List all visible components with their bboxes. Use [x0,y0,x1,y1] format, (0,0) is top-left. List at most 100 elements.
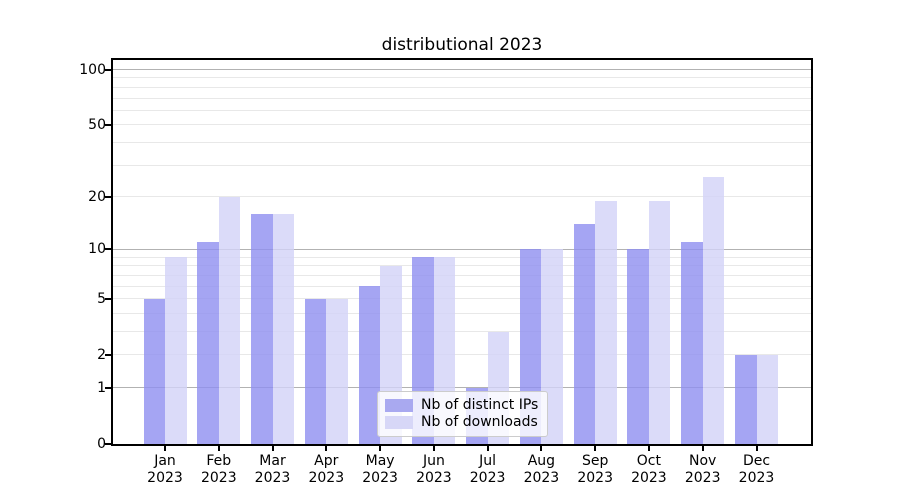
x-tick-label-year: 2023 [308,470,345,486]
bar-distinct-ips-dec [735,354,757,444]
bar-downloads-apr [326,298,348,444]
x-tick-label-year: 2023 [577,470,613,486]
x-tick-label: Nov 2023 [671,453,735,487]
x-tick-mark [325,446,328,451]
x-tick-mark [164,446,166,451]
bar-downloads-dec [756,354,778,444]
bar-distinct-ips-jan [143,298,165,444]
x-tick-mark [486,446,489,451]
y-tick-label: 100 [79,61,106,78]
x-tick-label-year: 2023 [254,470,291,486]
bar-downloads-nov [702,176,725,444]
x-tick-mark [701,446,704,451]
gridline-minor [113,256,811,258]
x-tick-label-month: Jun [422,453,445,469]
x-tick-label: Mar 2023 [241,453,305,487]
gridline-minor [113,265,811,267]
x-tick-label-month: Dec [742,453,771,469]
x-tick-label-month: Mar [259,453,286,469]
x-tick-label-month: Aug [527,453,556,469]
gridline-minor [113,86,811,88]
x-tick-mark [379,446,382,451]
x-tick-label: Sep 2023 [563,453,627,487]
bar-distinct-ips-feb [197,242,219,444]
y-tick-mark [105,68,111,71]
x-tick-mark [594,446,597,451]
gridline-minor [113,124,811,126]
gridline-minor [113,285,811,287]
legend-entry-downloads: Nb of downloads [385,414,539,431]
y-tick-mark [105,195,111,198]
x-tick-label-month: Oct [636,453,661,469]
y-tick-mark [105,386,111,389]
y-tick-label: 0 [97,436,106,452]
gridline-major [113,69,811,70]
gridline-minor [113,298,811,300]
x-tick-label-year: 2023 [684,470,721,486]
x-tick-label: Jun 2023 [402,453,466,487]
legend-label-distinct-ips: Nb of distinct IPs [421,397,539,413]
gridline-minor [113,97,811,99]
x-tick-label-year: 2023 [469,470,506,486]
legend-label-downloads: Nb of downloads [421,414,538,430]
bar-downloads-feb [218,196,241,444]
x-tick-label: May 2023 [348,453,412,487]
y-tick-label: 1 [97,379,106,396]
chart-title: distributional 2023 [381,35,543,55]
legend-swatch-distinct-ips [385,399,413,412]
x-tick-label: Jan 2023 [133,453,197,487]
y-tick-mark [105,353,111,356]
bar-downloads-mar [272,214,294,444]
x-tick-mark [217,446,220,451]
x-tick-mark [755,446,758,451]
x-tick-label-year: 2023 [631,470,667,486]
legend-entry-distinct-ips: Nb of distinct IPs [385,397,539,414]
x-tick-mark [271,446,274,451]
gridline-major [113,248,811,250]
gridline-minor [113,331,811,332]
x-tick-label: Apr 2023 [294,453,358,487]
x-tick-label-month: Jul [479,453,497,469]
bar-distinct-ips-nov [681,242,703,444]
y-tick-label: 50 [88,116,106,133]
gridline-minor [113,109,811,111]
y-tick-mark [105,297,111,300]
gridline-minor [113,196,811,198]
y-tick-label: 20 [88,188,106,205]
y-tick-mark [105,123,111,126]
y-tick-label: 2 [97,346,106,363]
x-tick-mark [647,446,650,451]
gridline-minor [113,274,811,276]
x-tick-label-month: Jan [154,453,176,469]
x-tick-label-month: Feb [206,453,232,469]
plot-area [111,58,813,446]
x-tick-label-month: Nov [689,453,717,469]
x-tick-label-year: 2023 [362,470,398,486]
x-tick-label-month: May [365,453,395,469]
x-tick-label-year: 2023 [200,470,237,486]
x-tick-label-year: 2023 [416,470,452,486]
gridline-minor [113,142,811,144]
gridline-major [113,387,811,389]
bar-distinct-ips-oct [627,249,649,444]
gridline-minor [113,164,811,166]
x-tick-label-year: 2023 [523,470,560,486]
y-tick-mark [105,248,111,251]
bar-distinct-ips-mar [251,214,273,444]
gridline-minor [113,354,811,356]
y-tick-mark [105,443,111,445]
y-tick-label: 5 [97,290,106,307]
x-tick-label: Dec 2023 [725,453,789,487]
bar-downloads-oct [648,200,671,444]
y-tick-label: 10 [88,241,106,258]
x-tick-label-year: 2023 [738,470,775,486]
gridline-minor [113,312,811,314]
x-tick-label: Aug 2023 [509,453,573,487]
x-tick-mark [432,446,435,451]
x-tick-label-month: Sep [581,453,609,469]
legend: Nb of distinct IPs Nb of downloads [377,391,548,437]
bar-downloads-sep [595,200,617,444]
gridline-minor [113,77,811,79]
x-tick-label: Feb 2023 [187,453,251,487]
